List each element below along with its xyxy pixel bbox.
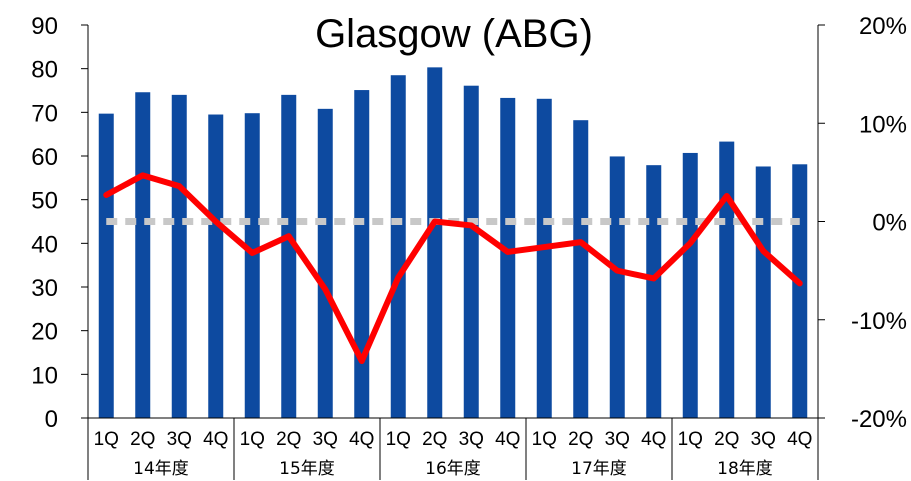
bar (682, 152, 698, 418)
x-tick-label: 4Q (203, 429, 228, 450)
left-tick-label: 10 (31, 362, 58, 389)
bar (244, 113, 260, 418)
x-tick-label: 4Q (641, 429, 666, 450)
bar (573, 120, 589, 419)
left-tick-label: 80 (31, 57, 58, 84)
right-tick-label: 0% (872, 210, 907, 237)
x-tick-label: 3Q (751, 429, 776, 450)
bar (354, 90, 370, 419)
bar (427, 67, 443, 419)
lines-layer (103, 172, 803, 365)
bar (135, 92, 151, 418)
bar (171, 94, 187, 418)
right-tick-label: -10% (851, 308, 907, 335)
right-tick-label: 20% (859, 13, 907, 40)
bar (317, 108, 333, 418)
group-label: 17年度 (571, 459, 627, 479)
x-tick-label: 4Q (349, 429, 374, 450)
bar (609, 156, 625, 419)
bar (755, 166, 771, 418)
bars-layer (98, 67, 808, 419)
x-tick-label: 4Q (787, 429, 812, 450)
x-tick-label: 1Q (240, 429, 265, 450)
bar (98, 113, 114, 418)
x-tick-label: 2Q (422, 429, 447, 450)
axes-layer (81, 24, 825, 480)
x-tick-label: 1Q (678, 429, 703, 450)
right-tick-label: -20% (851, 406, 907, 433)
x-tick-label: 1Q (532, 429, 557, 450)
x-tick-label: 1Q (386, 429, 411, 450)
x-tick-label: 2Q (714, 429, 739, 450)
group-label: 16年度 (425, 459, 481, 479)
bar (463, 85, 479, 419)
bar (719, 141, 735, 418)
left-tick-label: 20 (31, 319, 58, 346)
left-tick-label: 50 (31, 188, 58, 215)
bar (792, 164, 808, 418)
series-line (103, 172, 803, 365)
group-label: 18年度 (717, 459, 773, 479)
x-tick-label: 1Q (94, 429, 119, 450)
left-tick-label: 60 (31, 144, 58, 171)
group-label: 14年度 (133, 459, 189, 479)
left-tick-label: 70 (31, 100, 58, 127)
group-label: 15年度 (279, 459, 335, 479)
bar (646, 165, 662, 418)
labels-layer: 0 10 20 30 40 50 60 70 80 90 -20% -10% 0% 10% 20% 1Q 2Q 3… (31, 13, 907, 479)
left-tick-label: 0 (45, 406, 58, 433)
chart-title: Glasgow (ABG) (315, 12, 593, 56)
bar (390, 75, 406, 418)
right-tick-label: 10% (859, 111, 907, 138)
left-tick-label: 40 (31, 231, 58, 258)
bar (281, 94, 297, 418)
bar (208, 114, 224, 419)
left-tick-label: 30 (31, 275, 58, 302)
bar (536, 98, 552, 419)
bar (500, 97, 516, 418)
x-tick-label: 3Q (313, 429, 338, 450)
x-tick-label: 3Q (167, 429, 192, 450)
left-tick-label: 90 (31, 13, 58, 40)
x-tick-label: 3Q (459, 429, 484, 450)
x-tick-label: 3Q (605, 429, 630, 450)
x-tick-label: 4Q (495, 429, 520, 450)
x-tick-label: 2Q (130, 429, 155, 450)
x-tick-label: 2Q (568, 429, 593, 450)
x-tick-label: 2Q (276, 429, 301, 450)
